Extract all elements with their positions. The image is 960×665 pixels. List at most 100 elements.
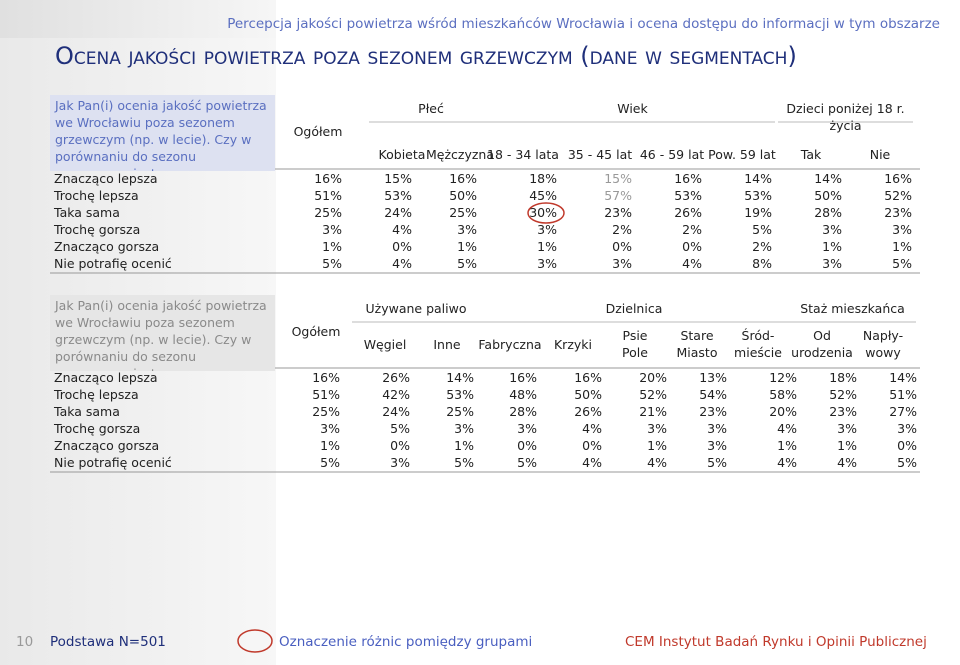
- cell: 2%: [682, 222, 702, 237]
- question: Jak Pan(i) ocenia jakość powietrza we Wr…: [50, 95, 275, 171]
- cell: 1%: [822, 239, 842, 254]
- column-header: Fabryczna: [478, 337, 542, 352]
- cell: 15%: [384, 171, 412, 186]
- column-header: Psie Pole: [622, 328, 648, 360]
- cell: 3%: [457, 222, 477, 237]
- cell: 14%: [744, 171, 772, 186]
- cell: 20%: [639, 370, 667, 385]
- cell: 26%: [674, 205, 702, 220]
- row-label: Znacząco lepsza: [54, 370, 158, 385]
- cell: 25%: [446, 404, 474, 419]
- cell: 54%: [699, 387, 727, 402]
- column-header: Kobieta: [378, 147, 426, 162]
- cell: 18%: [829, 370, 857, 385]
- cell: 3%: [517, 421, 537, 436]
- cell: 26%: [574, 404, 602, 419]
- cell: 27%: [889, 404, 917, 419]
- cell: 3%: [897, 421, 917, 436]
- column-header: 46 - 59 lat: [639, 147, 705, 162]
- cell: 25%: [314, 205, 342, 220]
- row-label: Znacząco gorsza: [54, 438, 160, 453]
- cell: 3%: [612, 256, 632, 271]
- cell: 52%: [884, 188, 912, 203]
- cell: 4%: [682, 256, 702, 271]
- cell: 16%: [884, 171, 912, 186]
- group-header: Dzielnica: [605, 301, 663, 316]
- cell: 5%: [322, 256, 342, 271]
- cell: 52%: [829, 387, 857, 402]
- column-header: Ogółem: [293, 124, 343, 139]
- cell: 5%: [752, 222, 772, 237]
- cell: 1%: [777, 438, 797, 453]
- group-header: Wiek: [617, 101, 648, 116]
- row-label: Znacząco gorsza: [54, 239, 160, 254]
- row-label: Nie potrafię ocenić: [54, 455, 172, 470]
- cell: 53%: [384, 188, 412, 203]
- cell: 3%: [537, 256, 557, 271]
- cell: 0%: [390, 438, 410, 453]
- column-header: Stare Miasto: [676, 328, 718, 360]
- column-header: Tak: [800, 147, 822, 162]
- cell: 1%: [647, 438, 667, 453]
- cell: 1%: [454, 438, 474, 453]
- subtitle: Percepcja jakości powietrza wśród mieszk…: [227, 16, 940, 32]
- base: Podstawa N=501: [50, 634, 166, 650]
- column-header: 35 - 45 lat: [567, 147, 633, 162]
- cell: 3%: [320, 421, 340, 436]
- cell: 2%: [752, 239, 772, 254]
- cell: 53%: [744, 188, 772, 203]
- cell: 23%: [829, 404, 857, 419]
- cell: 1%: [892, 239, 912, 254]
- cell: 3%: [322, 222, 342, 237]
- cell: 5%: [707, 455, 727, 470]
- cell: 4%: [647, 455, 667, 470]
- column-header: Krzyki: [553, 337, 592, 352]
- cell: 28%: [509, 404, 537, 419]
- cell: 16%: [674, 171, 702, 186]
- cell: 57%: [604, 188, 632, 203]
- cell: 58%: [769, 387, 797, 402]
- cell: 52%: [639, 387, 667, 402]
- cell: 53%: [674, 188, 702, 203]
- cell: 23%: [604, 205, 632, 220]
- cell: 3%: [647, 421, 667, 436]
- column-header: Inne: [433, 337, 461, 352]
- column-header: 18 - 34 lata: [487, 147, 559, 162]
- column-header: Węgiel: [363, 337, 407, 352]
- cell: 3%: [454, 421, 474, 436]
- cell: 0%: [517, 438, 537, 453]
- cell: 51%: [889, 387, 917, 402]
- row-label: Taka sama: [54, 404, 120, 419]
- cell: 14%: [889, 370, 917, 385]
- page-number: 10: [16, 634, 34, 650]
- cell: 1%: [320, 438, 340, 453]
- column-header: Mężczyzna: [425, 147, 494, 162]
- cell: 13%: [699, 370, 727, 385]
- cell: 42%: [382, 387, 410, 402]
- cell: 4%: [777, 455, 797, 470]
- cell: 25%: [449, 205, 477, 220]
- column-header: Napły- wowy: [862, 328, 904, 360]
- cell: 1%: [537, 239, 557, 254]
- cell: 19%: [744, 205, 772, 220]
- cell: 12%: [769, 370, 797, 385]
- cell: 5%: [390, 421, 410, 436]
- cell: 3%: [537, 222, 557, 237]
- column-header: Pow. 59 lat: [708, 147, 776, 162]
- legend: Oznaczenie różnic pomiędzy grupami: [279, 634, 533, 650]
- column-header: Od urodzenia: [791, 328, 853, 360]
- cell: 3%: [390, 455, 410, 470]
- group-header: Staż mieszkańca: [800, 301, 905, 316]
- company: CEM Instytut Badań Rynku i Opinii Public…: [625, 634, 927, 650]
- cell: 50%: [814, 188, 842, 203]
- group-header: Płeć: [418, 101, 444, 116]
- cell: 5%: [454, 455, 474, 470]
- cell: 5%: [892, 256, 912, 271]
- cell: 4%: [777, 421, 797, 436]
- cell: 0%: [582, 438, 602, 453]
- cell: 3%: [707, 438, 727, 453]
- cell: 1%: [457, 239, 477, 254]
- cell: 14%: [814, 171, 842, 186]
- column-header: Ogółem: [291, 324, 341, 339]
